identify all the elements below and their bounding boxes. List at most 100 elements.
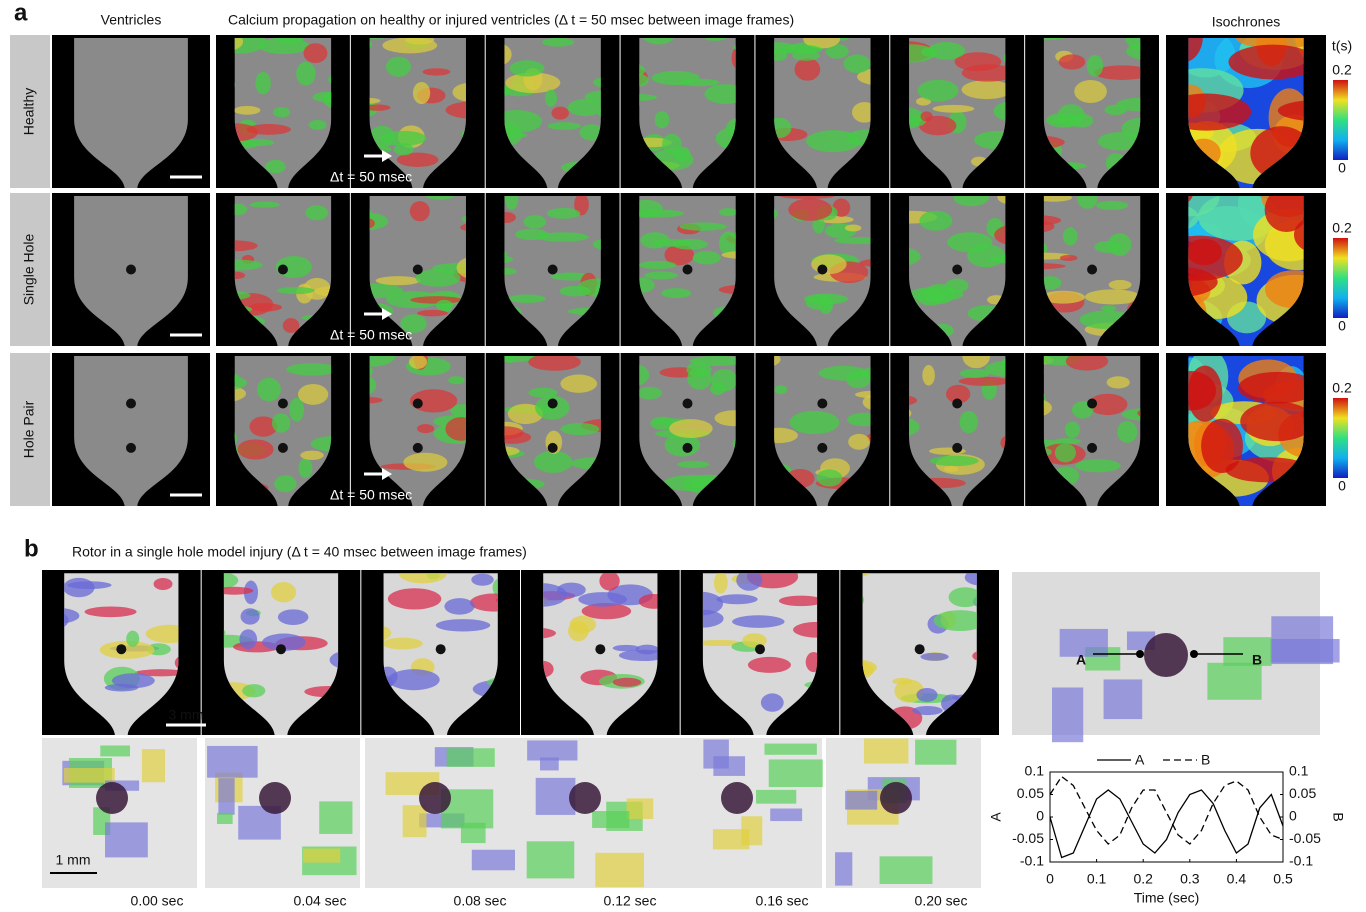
hole	[278, 443, 288, 453]
signal-blob	[305, 205, 328, 220]
signal-blob	[1094, 241, 1121, 253]
signal-blob	[599, 571, 619, 590]
delta-label: Δt = 50 msec	[330, 169, 412, 185]
signal-blob	[795, 58, 821, 81]
signal-patch	[835, 852, 852, 885]
signal-patch	[1104, 679, 1143, 719]
signal-blob	[126, 631, 139, 647]
signal-blob	[924, 284, 955, 304]
signal-blob	[1060, 255, 1078, 261]
colorbar-min: 0	[1338, 160, 1346, 176]
hole	[817, 265, 827, 275]
signal-blob	[959, 377, 1010, 386]
signal-blob	[386, 57, 411, 77]
signal-patch	[472, 850, 516, 871]
scale-label: 3 mm	[169, 707, 204, 723]
hole	[413, 265, 423, 275]
signal-blob	[154, 578, 173, 590]
signal-blob	[1117, 421, 1137, 443]
time-label: 0.20 sec	[915, 893, 968, 909]
rotor-core	[259, 782, 291, 814]
colorbar-unit: t(s)	[1332, 38, 1352, 54]
hole	[683, 443, 693, 453]
signal-blob	[510, 60, 545, 76]
signal-blob	[1087, 55, 1103, 77]
hole	[126, 398, 136, 408]
legend-label: A	[1135, 752, 1145, 768]
signal-blob	[687, 367, 712, 389]
signal-blob	[508, 294, 546, 302]
signal-patch	[540, 758, 559, 771]
signal-blob	[677, 461, 709, 468]
signal-blob	[423, 68, 451, 75]
signal-blob	[788, 198, 832, 220]
y2-axis-label: B	[1330, 812, 1346, 821]
signal-blob	[272, 413, 290, 433]
signal-patch	[100, 745, 130, 756]
signal-blob	[570, 616, 596, 634]
signal-blob	[239, 629, 257, 649]
panel-title: Rotor in a single hole model injury (Δ t…	[72, 544, 527, 560]
column-header: Calcium propagation on healthy or injure…	[228, 12, 794, 28]
signal-patch	[447, 748, 495, 767]
signal-blob	[399, 565, 447, 584]
signal-blob	[779, 596, 823, 606]
hole	[683, 265, 693, 275]
signal-blob	[542, 38, 574, 47]
signal-blob	[265, 160, 285, 174]
signal-blob	[505, 186, 519, 210]
signal-blob	[1065, 421, 1080, 437]
y-tick-label: -0.05	[1012, 830, 1044, 846]
signal-blob	[376, 276, 421, 285]
colorbar-max: 0.2	[1332, 380, 1352, 396]
x-tick-label: 0.5	[1273, 871, 1293, 887]
signal-blob	[551, 107, 568, 120]
hole	[278, 398, 288, 408]
signal-patch	[915, 740, 956, 765]
signal-patch	[1207, 663, 1261, 700]
signal-blob	[1059, 54, 1086, 69]
signal-patch	[769, 759, 823, 787]
signal-blob	[949, 587, 982, 607]
colorbar-min: 0	[1338, 318, 1346, 334]
signal-patch	[461, 823, 486, 843]
signal-blob	[919, 211, 952, 231]
signal-blob	[761, 693, 784, 711]
signal-blob	[960, 369, 990, 378]
signal-blob	[471, 574, 493, 586]
delta-label: Δt = 50 msec	[330, 327, 412, 343]
signal-blob	[234, 106, 261, 115]
signal-blob	[417, 310, 448, 316]
signal-blob	[448, 376, 465, 384]
hole	[952, 398, 962, 408]
signal-blob	[547, 208, 581, 219]
signal-blob	[286, 363, 338, 375]
signal-blob	[920, 653, 948, 661]
signal-patch	[592, 811, 629, 828]
signal-patch	[207, 746, 258, 778]
x-axis-label: Time (sec)	[1134, 890, 1200, 906]
signal-blob	[300, 451, 324, 460]
time-label: 0.00 sec	[131, 893, 184, 909]
signal-blob	[271, 582, 296, 602]
figure: a Ventricles Calcium propagation on heal…	[0, 0, 1366, 912]
x-tick-label: 0.1	[1087, 871, 1107, 887]
signal-blob	[515, 229, 549, 240]
signal-patch	[713, 756, 745, 776]
delta-label: Δt = 50 msec	[330, 487, 412, 503]
signal-blob	[962, 80, 1012, 99]
signal-blob	[960, 411, 978, 433]
signal-blob	[962, 344, 990, 368]
signal-blob	[1107, 376, 1130, 388]
hole	[1087, 398, 1097, 408]
signal-blob	[844, 54, 871, 73]
signal-blob	[296, 62, 315, 86]
signal-blob	[1101, 305, 1117, 311]
hole	[116, 644, 126, 654]
signal-blob	[636, 645, 659, 655]
signal-blob	[534, 451, 573, 473]
rotor-core	[1144, 633, 1188, 677]
signal-patch	[218, 778, 234, 815]
signal-blob	[640, 232, 669, 248]
rotor-core	[96, 782, 128, 814]
